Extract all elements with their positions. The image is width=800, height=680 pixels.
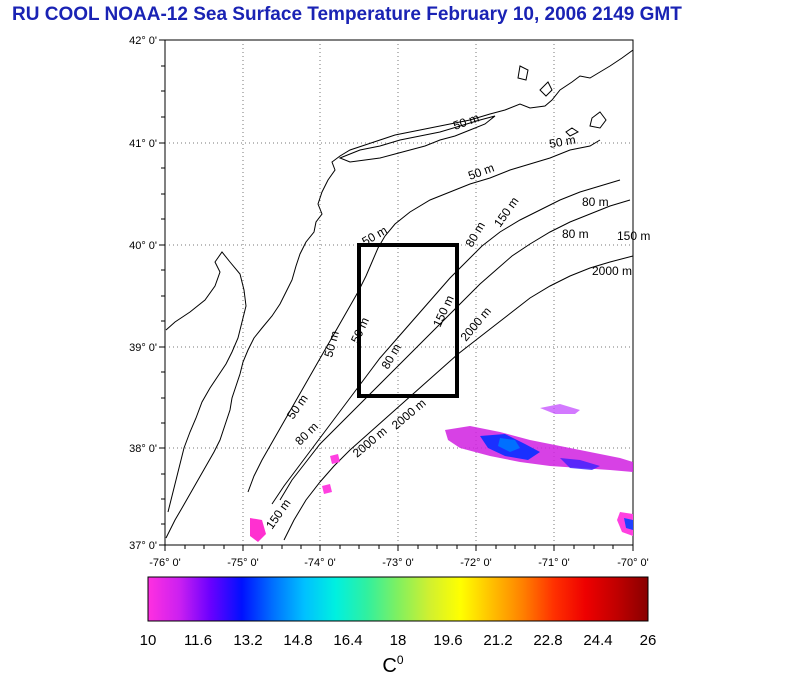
coastline (165, 49, 633, 539)
latitude-labels: 42° 0' 41° 0' 40° 0' 39° 0' 38° 0' 37° 0… (129, 35, 157, 552)
lon-label: -70° 0' (617, 557, 649, 569)
contour-label: 80 m (582, 195, 609, 209)
lat-label: 41° 0' (129, 138, 157, 150)
colorbar-tick: 19.6 (433, 632, 462, 649)
units-symbol: C (382, 655, 396, 677)
contour-label: 50 m (548, 133, 577, 151)
map-title: RU COOL NOAA-12 Sea Surface Temperature … (12, 4, 682, 25)
colorbar-tick: 13.2 (233, 632, 262, 649)
longitude-labels: -76° 0' -75° 0' -74° 0' -73° 0' -72° 0' … (149, 557, 649, 569)
contour-label: 2000 m (592, 264, 632, 278)
lon-label: -74° 0' (304, 557, 336, 569)
bathymetry-contours (247, 139, 633, 541)
colorbar-tick: 24.4 (583, 632, 612, 649)
sst-patches (250, 404, 633, 542)
lat-label: 42° 0' (129, 35, 157, 47)
axis-ticks (159, 39, 634, 551)
delmarva-bay (165, 251, 247, 513)
colorbar-tick: 26 (640, 632, 657, 649)
colorbar-tick: 10 (140, 632, 157, 649)
lat-label: 39° 0' (129, 342, 157, 354)
lon-label: -72° 0' (460, 557, 492, 569)
colorbar-units: C0 (382, 653, 403, 677)
contour-label: 150 m (617, 229, 650, 243)
contour-label: 50 m (321, 329, 341, 358)
lat-label: 40° 0' (129, 240, 157, 252)
colorbar-tick: 21.2 (483, 632, 512, 649)
units-superscript: 0 (397, 653, 404, 667)
colorbar-tick: 16.4 (333, 632, 362, 649)
lon-label: -73° 0' (382, 557, 414, 569)
colorbar-tick: 22.8 (533, 632, 562, 649)
lon-label: -71° 0' (538, 557, 570, 569)
colorbar (147, 576, 649, 622)
lat-label: 37° 0' (129, 540, 157, 552)
lon-label: -75° 0' (227, 557, 259, 569)
long-island (338, 115, 496, 163)
colorbar-tick: 14.8 (283, 632, 312, 649)
colorbar-tick: 18 (390, 632, 407, 649)
plot-area (164, 39, 634, 546)
islands (517, 65, 607, 137)
colorbar-ticks: 10 11.6 13.2 14.8 16.4 18 19.6 21.2 22.8… (140, 632, 657, 649)
contour-label: 80 m (562, 227, 589, 241)
colorbar-tick: 11.6 (184, 632, 212, 649)
study-area-box (357, 243, 459, 398)
lon-label: -76° 0' (149, 557, 181, 569)
lat-label: 38° 0' (129, 443, 157, 455)
